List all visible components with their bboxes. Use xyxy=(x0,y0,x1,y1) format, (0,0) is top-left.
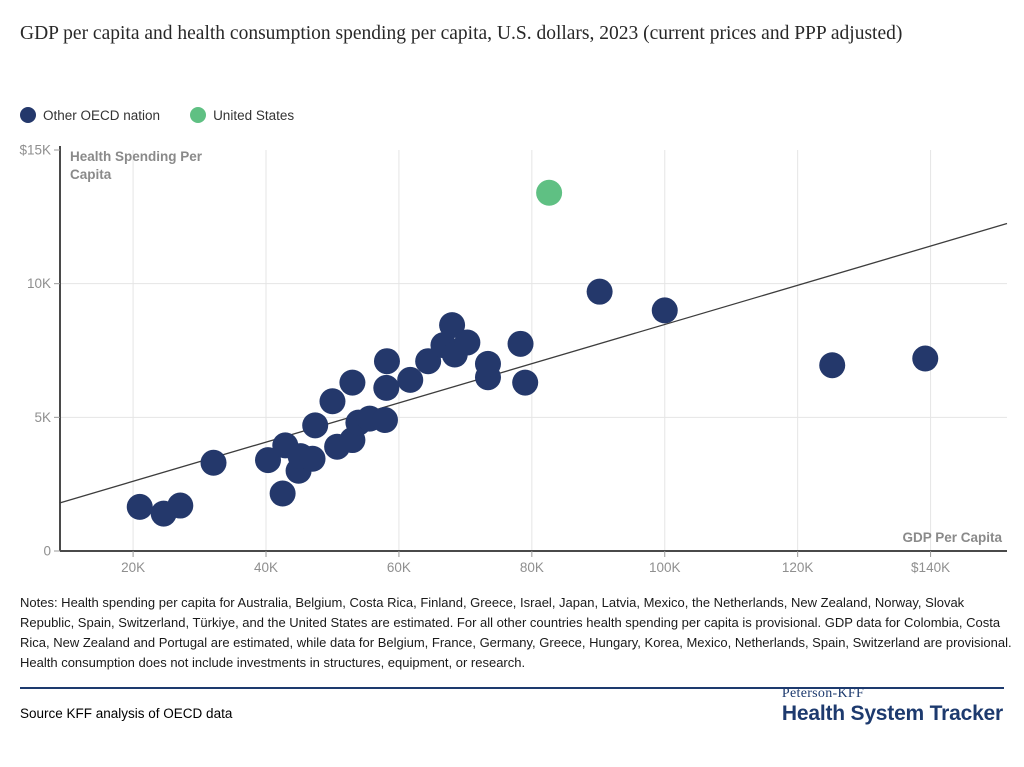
y-axis-title: Health Spending Per xyxy=(70,149,203,164)
x-tick-label: 80K xyxy=(520,560,544,575)
brand-health-system-tracker: Health System Tracker xyxy=(781,702,1003,725)
data-point-oecd[interactable] xyxy=(512,369,539,396)
data-point-oecd[interactable] xyxy=(299,445,326,472)
data-point-oecd[interactable] xyxy=(373,374,400,401)
data-point-oecd[interactable] xyxy=(507,330,534,357)
x-tick-label: 100K xyxy=(649,560,681,575)
data-point-oecd[interactable] xyxy=(454,329,481,356)
data-point-oecd[interactable] xyxy=(371,407,398,434)
data-point-oecd[interactable] xyxy=(373,348,400,375)
y-tick-label: 0 xyxy=(43,544,51,559)
data-point-oecd[interactable] xyxy=(126,493,153,520)
y-tick-label: $15K xyxy=(19,143,51,158)
chart-legend: Other OECD nation United States xyxy=(20,107,294,123)
data-point-oecd[interactable] xyxy=(339,369,366,396)
notes-text: Notes: Health spending per capita for Au… xyxy=(20,595,1012,670)
scatter-chart[interactable]: 20K 40K 60K 80K 100K 120K $140K 0 5K 10K $15K Healt… xyxy=(0,140,1024,580)
y-tick-label: 10K xyxy=(27,276,51,291)
data-point-oecd[interactable] xyxy=(269,480,296,507)
legend-dot-navy-icon xyxy=(20,107,36,123)
brand-peterson-kff: Peterson-KFF xyxy=(781,686,865,701)
brand-logo: Peterson-KFF Health System Tracker xyxy=(782,686,1003,726)
y-tick-label: 5K xyxy=(34,410,51,425)
data-point-oecd[interactable] xyxy=(319,388,346,415)
legend-item-united-states: United States xyxy=(190,107,294,123)
legend-label-other-oecd: Other OECD nation xyxy=(43,107,161,123)
footer-divider xyxy=(20,687,1004,689)
x-tick-label: 120K xyxy=(782,560,814,575)
page-title: GDP per capita and health consumption sp… xyxy=(20,23,903,44)
x-tick-label: 20K xyxy=(121,560,145,575)
data-point-oecd[interactable] xyxy=(819,352,846,379)
data-point-oecd[interactable] xyxy=(651,297,678,324)
data-point-oecd[interactable] xyxy=(200,449,227,476)
legend-label-united-states: United States xyxy=(213,107,295,123)
data-point-oecd[interactable] xyxy=(167,492,194,519)
y-axis-title: Capita xyxy=(70,167,112,182)
data-point-united-states[interactable] xyxy=(536,179,563,206)
data-point-oecd[interactable] xyxy=(474,350,501,377)
x-tick-label: $140K xyxy=(911,560,950,575)
data-point-oecd[interactable] xyxy=(302,412,329,439)
legend-dot-green-icon xyxy=(190,107,207,123)
data-point-oecd[interactable] xyxy=(255,447,282,474)
data-point-oecd[interactable] xyxy=(586,278,613,305)
x-tick-label: 40K xyxy=(254,560,278,575)
data-point-oecd[interactable] xyxy=(439,312,466,339)
data-point-oecd[interactable] xyxy=(912,345,939,372)
x-axis-title: GDP Per Capita xyxy=(902,530,1002,545)
legend-item-other-oecd: Other OECD nation xyxy=(20,107,160,123)
data-point-oecd[interactable] xyxy=(397,366,424,393)
x-tick-label: 60K xyxy=(387,560,411,575)
source-text: Source KFF analysis of OECD data xyxy=(20,706,233,721)
